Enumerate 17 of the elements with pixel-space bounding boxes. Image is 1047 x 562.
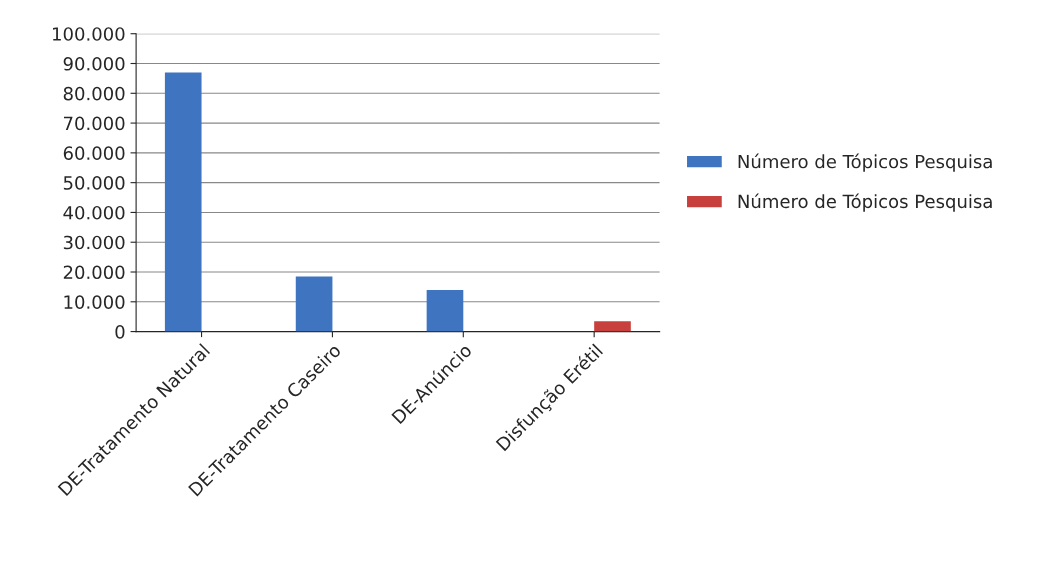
legend-label: Número de Tópicos Pesquisa [738, 153, 992, 172]
y-tick-label: 30.000 [63, 235, 125, 250]
y-tick-label: 100.000 [53, 27, 125, 41]
y-tick-label: 80.000 [63, 86, 125, 101]
bar [594, 321, 631, 332]
y-tick-label: 70.000 [64, 116, 125, 131]
y-tick-label: 20.000 [63, 265, 125, 280]
y-tick-label: 60.000 [63, 146, 125, 160]
bar [164, 72, 202, 332]
y-tick-label: 90.000 [63, 56, 125, 71]
y-tick-label: 40.000 [63, 205, 125, 220]
y-tick-label: 0 [115, 325, 125, 339]
legend-label: Número de Tópicos Pesquisa [738, 193, 992, 212]
y-tick-label: 10.000 [64, 295, 125, 309]
bar [295, 276, 333, 332]
bar [426, 289, 464, 332]
y-tick-label: 50.000 [63, 176, 125, 190]
